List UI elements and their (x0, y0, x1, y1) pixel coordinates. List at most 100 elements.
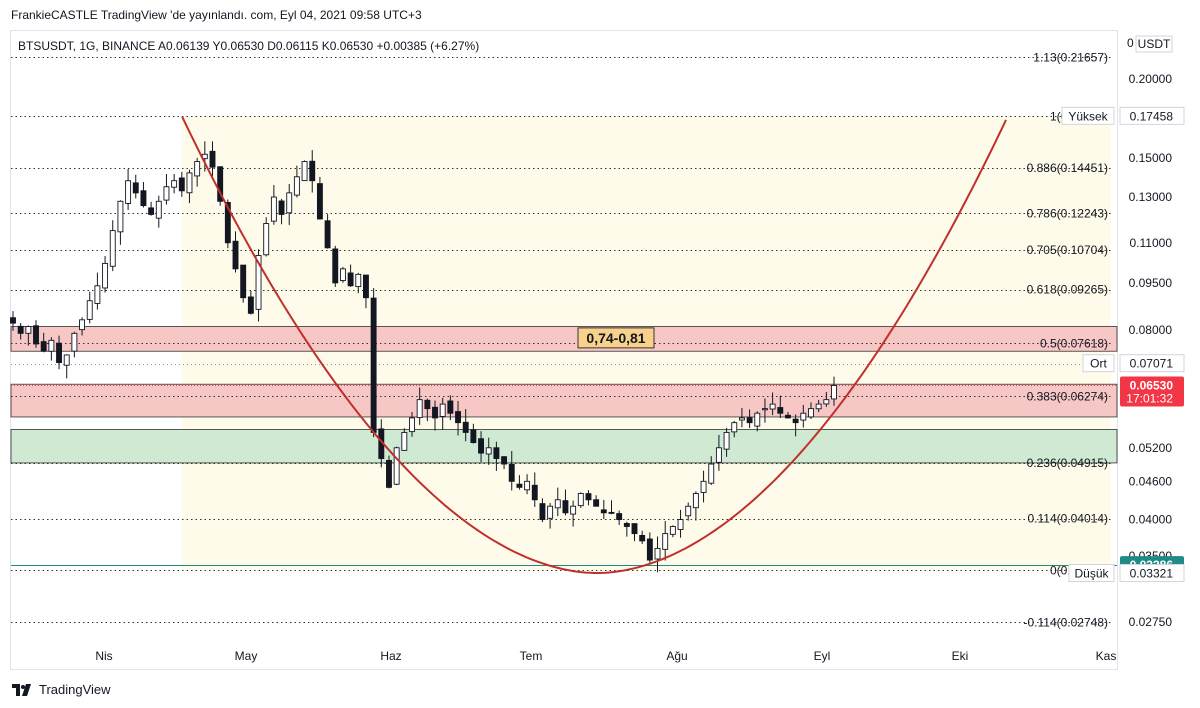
x-axis: Nis May Haz Tem Ağu Eyl Eki Kas (95, 649, 1116, 663)
footer-brand[interactable]: TradingView (12, 682, 111, 697)
candle (800, 404, 807, 428)
candle (339, 266, 346, 283)
candle (25, 325, 32, 346)
candle (831, 376, 837, 406)
candle-body (416, 399, 423, 419)
candle-body (339, 268, 346, 281)
candle (71, 331, 78, 358)
price-tag-value-box (1119, 563, 1185, 582)
candle (355, 272, 362, 294)
candle-body (769, 403, 776, 410)
zone-label-text: 0,74-0,81 (586, 330, 645, 346)
candle (102, 256, 109, 293)
candle (608, 500, 615, 515)
candle (33, 320, 39, 348)
candle (823, 391, 830, 407)
candle (700, 470, 707, 503)
candle-body (754, 412, 761, 427)
candle (731, 420, 738, 438)
candle-body (71, 332, 78, 352)
candle (171, 174, 178, 194)
x-tick-label: Eki (952, 649, 969, 663)
candle-body (355, 273, 362, 288)
price-tag-label: Yüksek (1068, 109, 1108, 123)
candle-body (715, 447, 722, 463)
candle-body (600, 509, 607, 514)
candle (332, 245, 339, 287)
candle (439, 397, 446, 431)
x-tick-label: Tem (520, 649, 543, 663)
red-zone-upper (10, 326, 1118, 352)
candle (593, 495, 600, 507)
candle-body (662, 533, 669, 550)
candle-body (79, 319, 86, 331)
candle (455, 400, 461, 436)
candle-body (186, 172, 193, 194)
candle-body (485, 447, 492, 455)
candle (524, 474, 531, 495)
candle (10, 311, 16, 331)
cup-arc (181, 115, 1007, 574)
candle (125, 168, 132, 210)
y-tick-label: 0.11000 (1130, 236, 1173, 250)
candle (48, 337, 55, 361)
candle (677, 509, 684, 538)
candle (316, 176, 323, 220)
candle (516, 475, 523, 490)
candle (240, 264, 247, 303)
candle-body (17, 325, 24, 334)
current-price-tag (1120, 376, 1184, 407)
candle (777, 395, 784, 418)
candle (79, 317, 86, 336)
candle (723, 427, 730, 457)
candle-body (623, 522, 630, 527)
candle-body (478, 438, 484, 454)
candle-body (462, 421, 469, 433)
candle-body (516, 483, 523, 488)
candle (186, 169, 193, 204)
candle-body (247, 296, 254, 314)
current-price-value: 0.06530 (1130, 378, 1174, 392)
candle (370, 288, 377, 438)
candle (462, 409, 469, 442)
current-price-countdown: 17:01:32 (1126, 391, 1173, 405)
candle-body (608, 511, 615, 514)
candle (301, 160, 308, 182)
candle-body (224, 202, 231, 244)
tradingview-brand: TradingView (39, 682, 111, 697)
candle-body (401, 431, 408, 451)
candle-body (808, 408, 814, 418)
candle-body (155, 200, 162, 219)
candle-body (10, 317, 16, 324)
candle (409, 411, 415, 437)
zone-layer (10, 326, 1118, 464)
candle (631, 523, 638, 542)
candle (209, 141, 216, 177)
candle-body (263, 223, 270, 256)
candle (708, 456, 715, 485)
candle-body (554, 499, 561, 509)
candle (562, 489, 569, 516)
fib-label-5: 0.618(0.09265) (1027, 283, 1108, 297)
candle-body (777, 407, 784, 414)
candle-body (347, 272, 354, 287)
candle (485, 437, 492, 465)
price-tag-label: Düşük (1074, 566, 1109, 580)
candle-body (194, 161, 201, 177)
y-tick-label: 0.04000 (1129, 513, 1173, 527)
candle-body (815, 403, 822, 410)
candle-body (785, 414, 791, 419)
y-tick-label: 0.05200 (1129, 441, 1173, 455)
candle-body (539, 503, 546, 521)
candle-body (63, 354, 70, 366)
candle-body (577, 493, 584, 507)
candle-body (56, 342, 62, 364)
candle (547, 503, 554, 529)
candle-body (309, 160, 316, 182)
candle-body (531, 484, 538, 501)
candle (539, 498, 546, 523)
candle-body (209, 150, 216, 168)
y-tick-label: 0.04600 (1129, 474, 1173, 488)
candle (769, 392, 776, 416)
